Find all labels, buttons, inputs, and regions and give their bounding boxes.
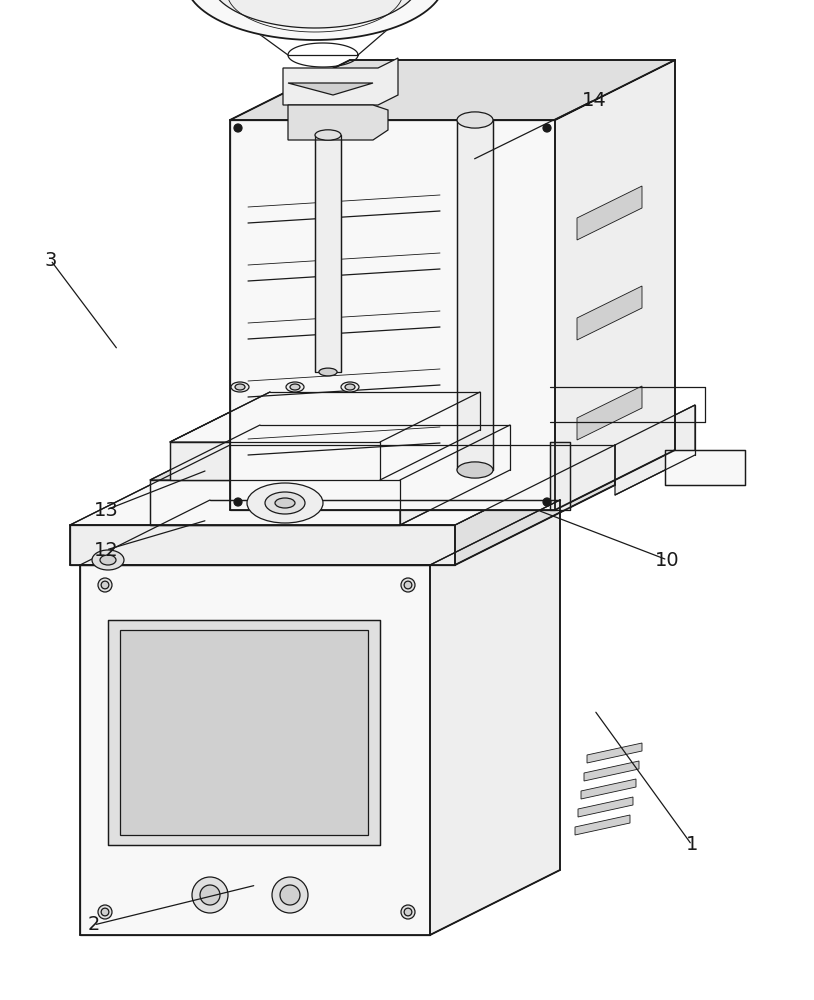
Polygon shape [170,442,380,480]
Polygon shape [230,120,555,510]
Polygon shape [400,425,510,525]
Ellipse shape [543,498,551,506]
Ellipse shape [315,130,341,140]
Text: 1: 1 [685,836,698,854]
Ellipse shape [100,555,116,565]
Ellipse shape [457,112,493,128]
Polygon shape [70,525,455,565]
Text: 2: 2 [87,916,100,934]
Polygon shape [578,797,633,817]
Ellipse shape [235,384,245,390]
Polygon shape [455,445,615,565]
Polygon shape [283,58,398,105]
Polygon shape [150,480,400,525]
Ellipse shape [234,124,242,132]
Polygon shape [288,83,373,95]
Ellipse shape [101,908,109,916]
Ellipse shape [272,877,308,913]
Polygon shape [577,386,642,440]
Ellipse shape [265,492,305,514]
Polygon shape [185,0,445,40]
Polygon shape [150,425,510,480]
Ellipse shape [404,581,412,589]
Polygon shape [170,392,480,442]
Ellipse shape [543,124,551,132]
Text: 13: 13 [94,500,118,520]
Polygon shape [615,405,695,495]
Polygon shape [120,630,368,835]
Ellipse shape [98,905,112,919]
Polygon shape [587,743,642,763]
Polygon shape [288,105,388,140]
Ellipse shape [345,384,355,390]
Ellipse shape [401,905,415,919]
Ellipse shape [280,885,300,905]
Polygon shape [430,500,560,935]
Polygon shape [80,500,560,565]
Polygon shape [108,620,380,845]
Polygon shape [70,445,615,525]
Ellipse shape [341,382,359,392]
Ellipse shape [286,382,304,392]
Ellipse shape [319,368,337,376]
Ellipse shape [457,462,493,478]
Ellipse shape [231,382,249,392]
Text: 14: 14 [582,91,606,109]
Ellipse shape [290,384,300,390]
Polygon shape [550,442,570,510]
Ellipse shape [401,578,415,592]
Polygon shape [584,761,639,781]
Ellipse shape [234,498,242,506]
Polygon shape [577,186,642,240]
Polygon shape [210,0,420,28]
Polygon shape [230,60,675,120]
Polygon shape [555,60,675,510]
Text: 12: 12 [94,540,118,560]
Polygon shape [457,120,493,470]
Polygon shape [380,392,480,480]
Ellipse shape [200,885,220,905]
Ellipse shape [101,581,109,589]
Ellipse shape [247,483,323,523]
Polygon shape [665,450,745,485]
Text: 10: 10 [655,550,680,570]
Polygon shape [80,565,430,935]
Ellipse shape [275,498,295,508]
Polygon shape [577,286,642,340]
Polygon shape [315,135,341,372]
Polygon shape [581,779,636,799]
Ellipse shape [98,578,112,592]
Text: 3: 3 [44,250,57,269]
Ellipse shape [192,877,228,913]
Polygon shape [575,815,630,835]
Ellipse shape [404,908,412,916]
Ellipse shape [92,550,124,570]
